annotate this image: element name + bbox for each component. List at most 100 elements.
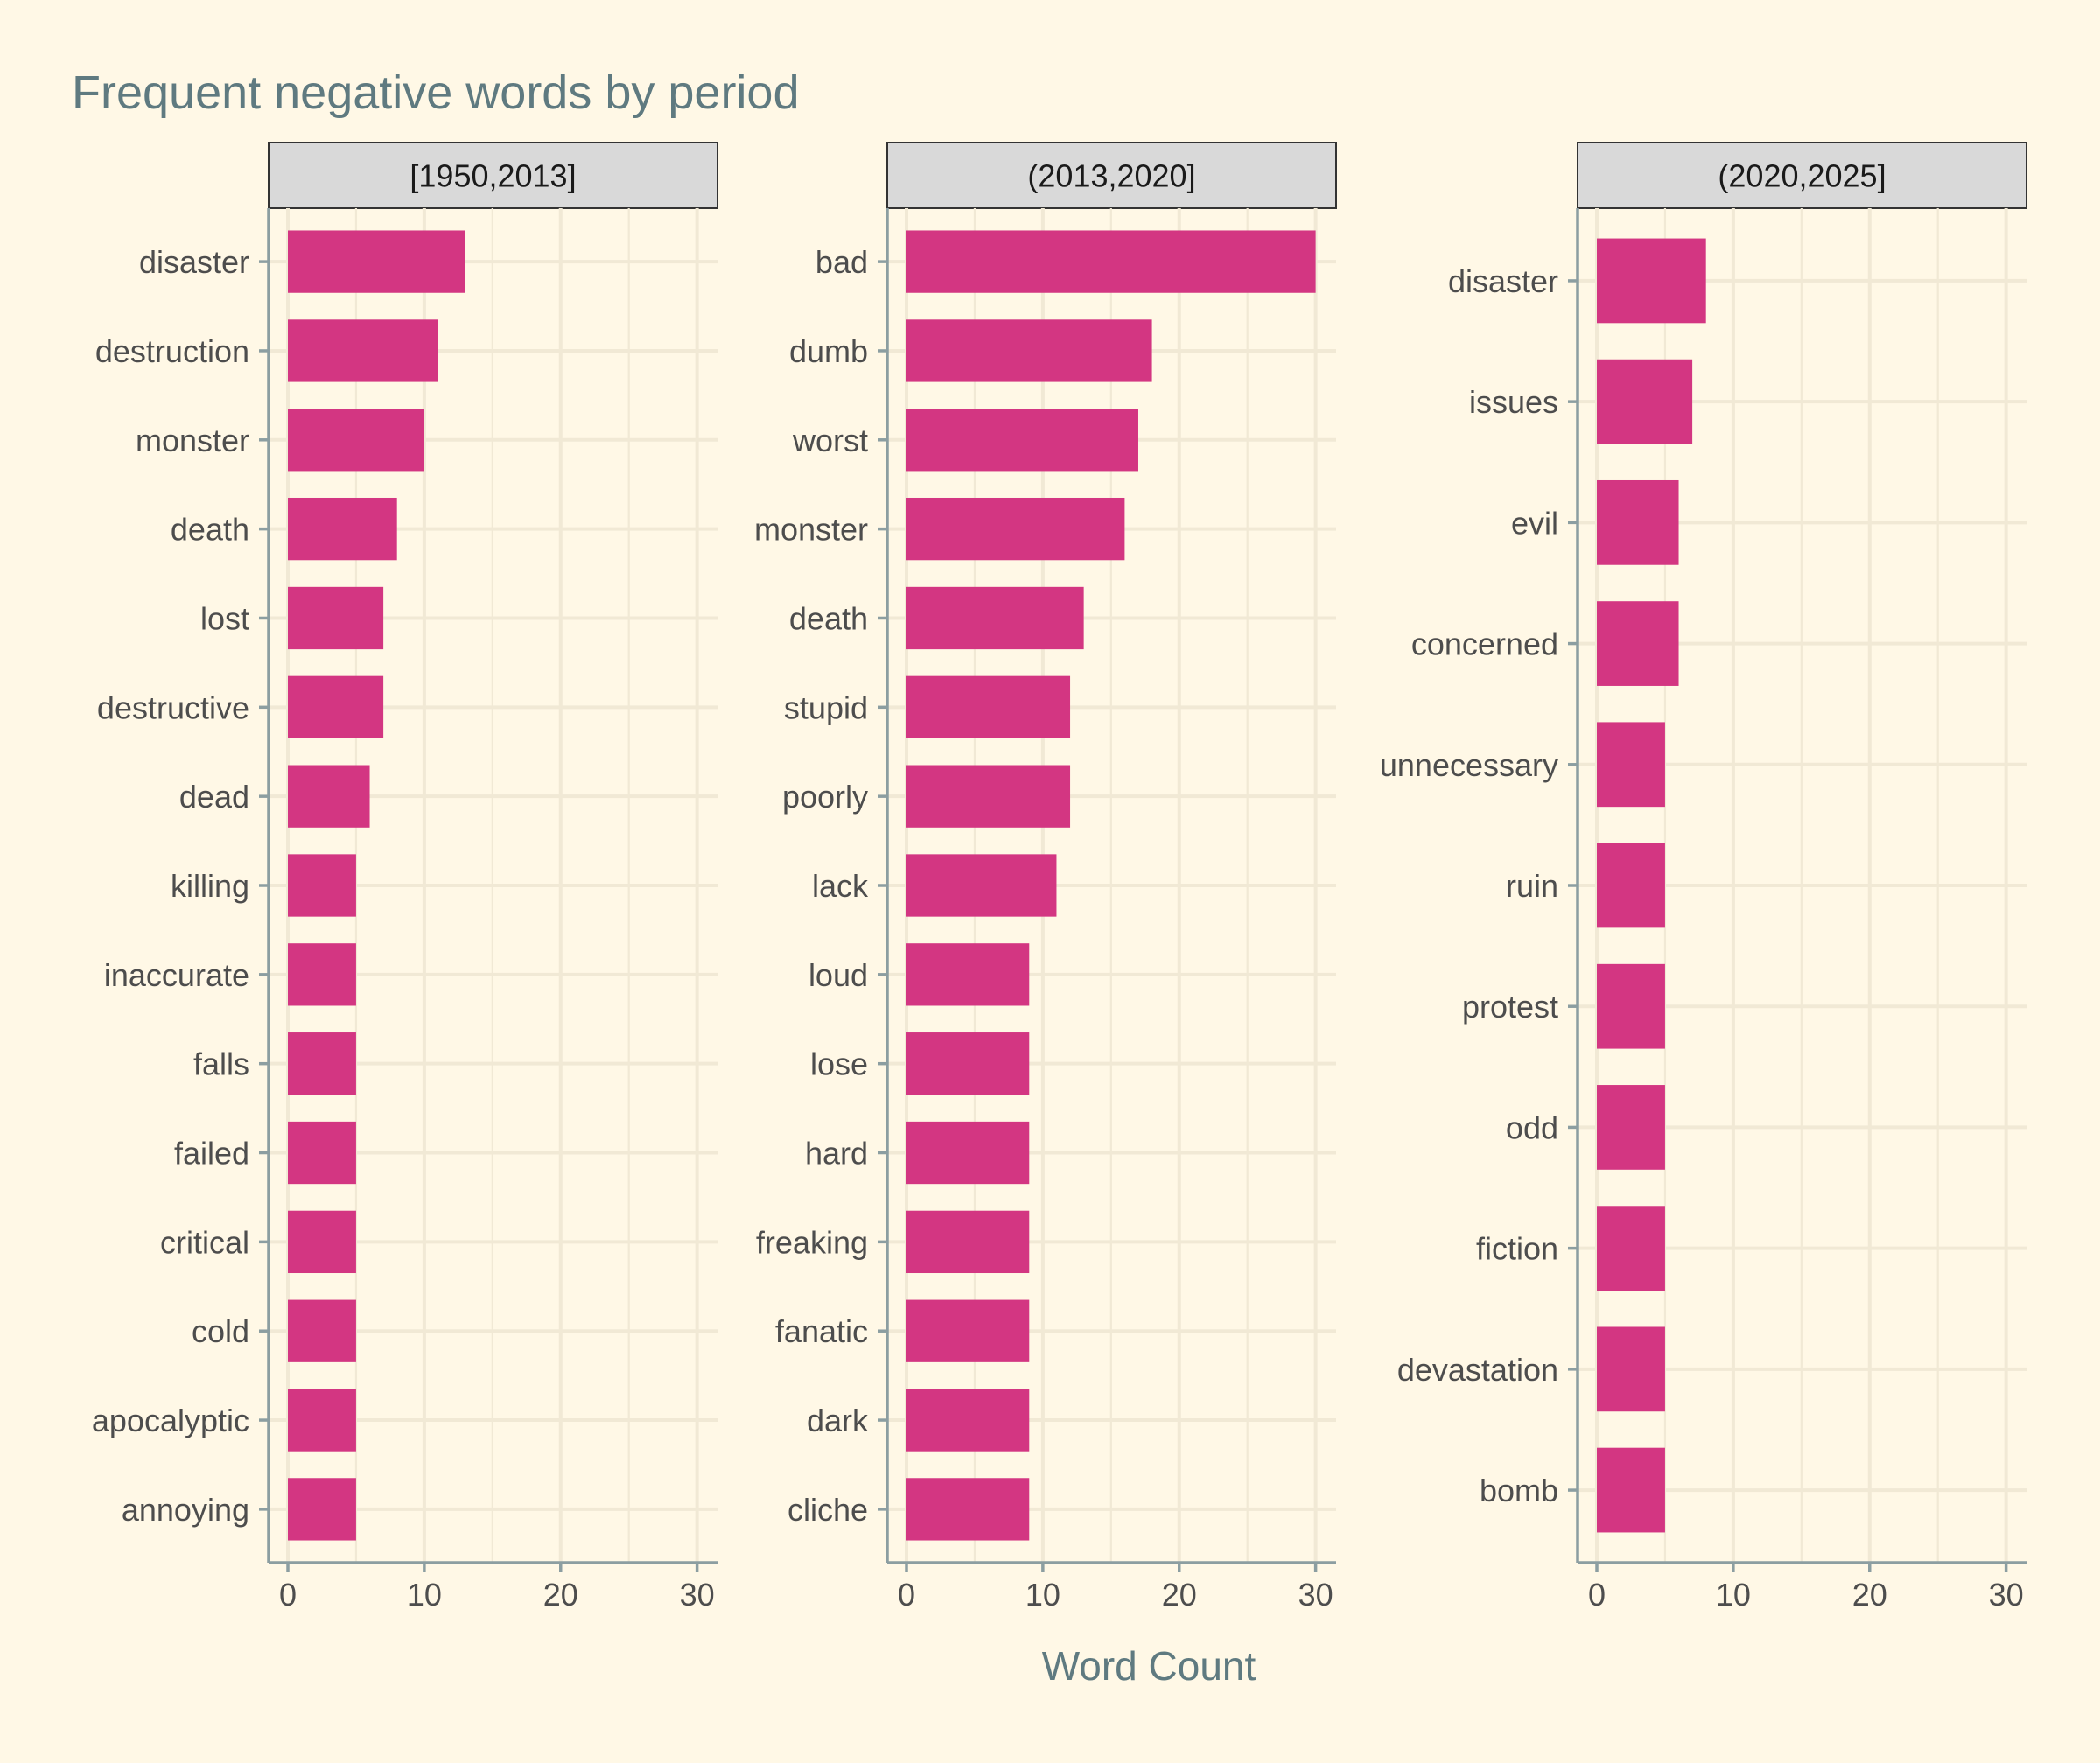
bar-loud [906,943,1030,1006]
x-tick-label: 30 [680,1577,715,1613]
bar-poorly [906,765,1071,828]
category-label: unnecessary [1380,747,1558,783]
panel-strip-label: (2013,2020] [1027,158,1195,194]
bar-inaccurate [288,943,356,1006]
x-tick-label: 10 [1026,1577,1060,1613]
category-label: killing [171,868,249,904]
bar-concerned [1597,601,1679,686]
category-label: disaster [139,244,249,280]
category-label: disaster [1448,263,1558,299]
bar-failed [288,1121,356,1185]
category-label: monster [754,512,868,548]
bar-cold [288,1299,356,1362]
bar-death [906,586,1084,650]
panel-2: (2013,2020] bad dumb worst monster death stupi… [754,142,1337,1613]
bar-disaster [288,230,466,293]
category-label: death [789,600,868,636]
bar-stupid [906,675,1071,738]
bar-lack [906,854,1057,917]
category-label: hard [805,1136,868,1172]
bar-fanatic [906,1299,1030,1362]
bar-lose [906,1032,1030,1095]
bars [288,230,466,1541]
panel-strip-label: [1950,2013] [410,158,576,194]
category-label: lack [812,868,869,904]
category-label: fiction [1476,1231,1558,1267]
category-label: devastation [1397,1352,1558,1388]
x-axis-label: Word Count [1042,1643,1256,1689]
bar-dark [906,1389,1030,1452]
panel-3: (2020,2025] disaster issues evil concerned un… [1380,142,2027,1613]
category-label: concerned [1411,626,1558,662]
category-label: cliche [788,1492,868,1528]
category-label: destruction [95,333,249,369]
category-label: ruin [1506,868,1558,904]
bar-ruin [1597,843,1665,928]
chart-panels: [1950,2013] disaster destruction monster dea… [92,142,2027,1613]
x-tick-label: 20 [543,1577,578,1613]
bar-disaster [1597,238,1706,324]
category-label: death [171,512,249,548]
category-label: lose [810,1046,868,1082]
bar-fiction [1597,1206,1665,1291]
x-tick-label: 0 [898,1577,915,1613]
bar-bomb [1597,1447,1665,1533]
bar-lost [288,586,384,650]
bar-evil [1597,479,1679,565]
panel-strip [1577,142,2027,209]
bar-annoying [288,1478,356,1541]
panel-strip [268,142,718,209]
bar-unnecessary [1597,722,1665,808]
category-label: cold [192,1313,249,1349]
bar-dumb [906,319,1152,382]
category-label: loud [808,957,868,993]
bar-protest [1597,963,1665,1049]
panel-1: [1950,2013] disaster destruction monster dea… [92,142,718,1613]
category-label: apocalyptic [92,1403,249,1438]
category-label: freaking [756,1224,868,1260]
category-label: dumb [789,333,868,369]
x-tick-label: 20 [1162,1577,1197,1613]
category-label: evil [1511,505,1558,541]
x-tick-label: 0 [279,1577,297,1613]
bar-critical [288,1210,356,1274]
bar-monster [288,409,424,472]
category-label: poorly [782,779,868,815]
panel-strip-label: (2020,2025] [1718,158,1886,194]
bars [1597,238,1706,1533]
x-tick-label: 30 [1298,1577,1334,1613]
category-label: fanatic [775,1313,868,1349]
bar-destructive [288,675,384,738]
category-label: falls [193,1046,249,1082]
category-label: dead [179,779,249,815]
bar-devastation [1597,1326,1665,1412]
x-tick-label: 0 [1588,1577,1606,1613]
panel-strip [886,142,1337,209]
category-label: stupid [784,689,868,725]
x-tick-label: 10 [407,1577,442,1613]
bar-odd [1597,1085,1665,1170]
x-tick-label: 30 [1989,1577,2024,1613]
bar-killing [288,854,356,917]
category-label: bad [816,244,868,280]
bar-monster [906,497,1125,561]
bar-bad [906,230,1316,293]
category-label: issues [1469,384,1558,420]
bar-destruction [288,319,438,382]
bar-apocalyptic [288,1389,356,1452]
bar-dead [288,765,370,828]
category-label: inaccurate [104,957,249,993]
bars [906,230,1316,1541]
category-label: odd [1506,1109,1558,1145]
category-label: worst [792,423,868,458]
category-label: protest [1462,989,1558,1025]
chart-title: Frequent negative words by period [72,66,800,119]
category-label: bomb [1480,1473,1558,1508]
category-label: dark [807,1403,869,1438]
x-tick-label: 10 [1716,1577,1751,1613]
x-tick-label: 20 [1852,1577,1887,1613]
category-label: failed [174,1136,249,1172]
bar-freaking [906,1210,1030,1274]
category-label: critical [160,1224,249,1260]
